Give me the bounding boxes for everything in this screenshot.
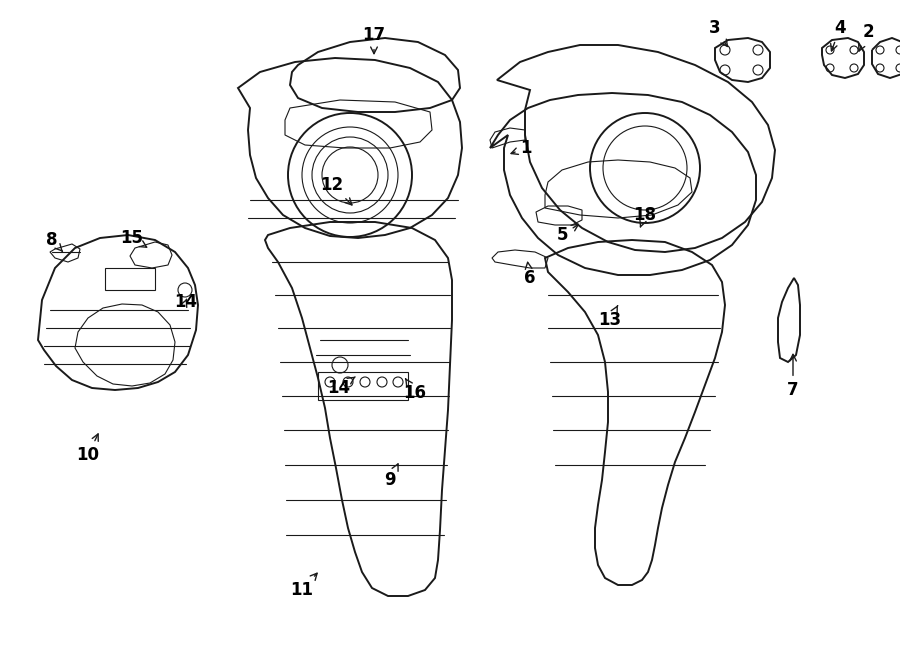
Text: 9: 9 <box>384 464 398 489</box>
Text: 3: 3 <box>708 19 727 46</box>
Text: 10: 10 <box>76 434 100 464</box>
Text: 14: 14 <box>327 377 356 397</box>
Text: 16: 16 <box>403 379 427 402</box>
Text: 17: 17 <box>363 26 385 54</box>
Text: 11: 11 <box>291 573 317 599</box>
Text: 7: 7 <box>788 354 799 399</box>
Text: 15: 15 <box>120 229 147 247</box>
Text: 18: 18 <box>634 206 656 227</box>
Text: 8: 8 <box>46 231 62 251</box>
Text: 12: 12 <box>320 176 352 205</box>
Text: 13: 13 <box>598 305 622 329</box>
Text: 5: 5 <box>556 224 579 244</box>
Text: 14: 14 <box>174 293 197 311</box>
Text: 2: 2 <box>859 23 874 51</box>
Text: 4: 4 <box>831 19 846 51</box>
Text: 1: 1 <box>511 139 532 157</box>
Text: 6: 6 <box>524 262 536 287</box>
